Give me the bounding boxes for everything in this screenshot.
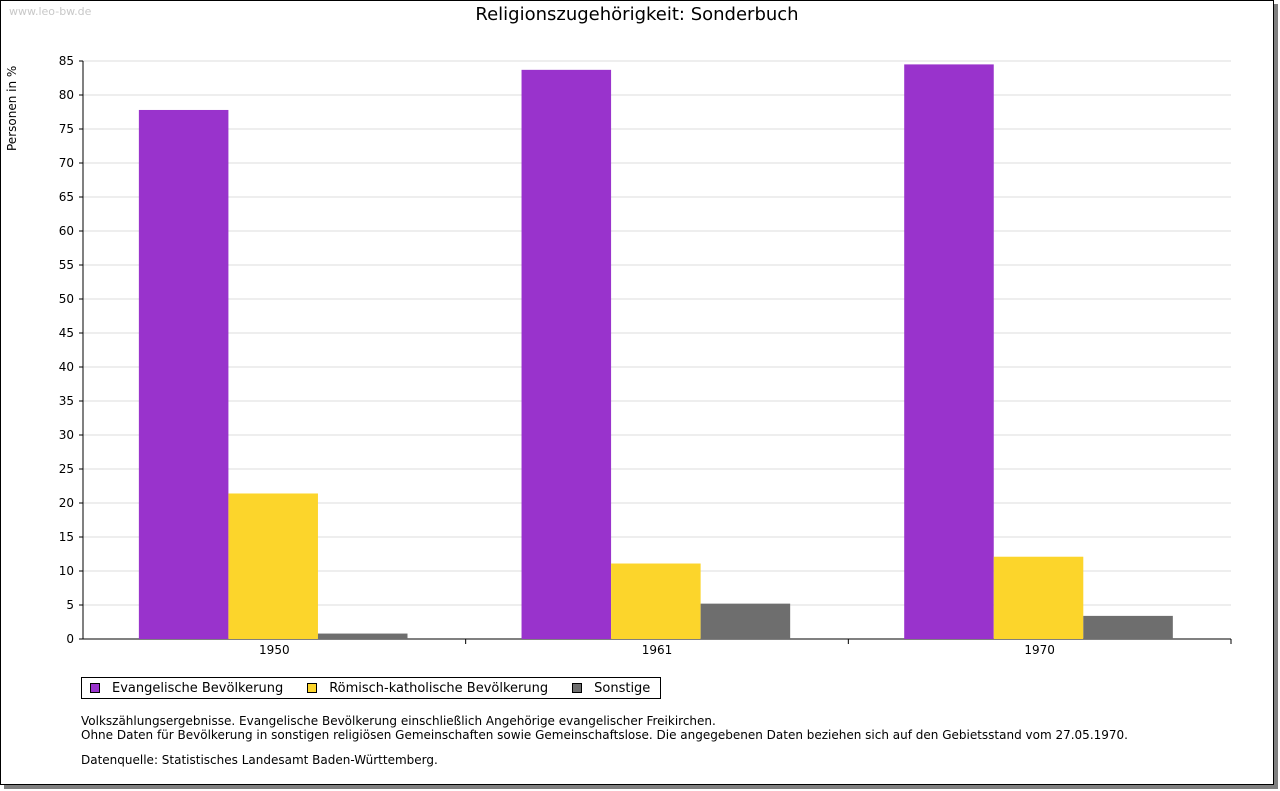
bar-1961-series-0 xyxy=(521,69,612,640)
watermark: www.leo-bw.de xyxy=(9,5,92,18)
y-tick-label: 85 xyxy=(59,54,74,68)
x-tick-label: 1950 xyxy=(259,643,290,657)
legend-label: Sonstige xyxy=(594,680,651,696)
bar-1961-series-2 xyxy=(700,603,791,639)
y-tick-label: 50 xyxy=(59,292,74,306)
y-tick-label: 10 xyxy=(59,564,74,578)
y-tick-label: 0 xyxy=(66,632,74,646)
legend-swatch xyxy=(572,683,583,693)
y-tick-label: 35 xyxy=(59,394,74,408)
chart-title: Religionszugehörigkeit: Sonderbuch xyxy=(475,4,799,25)
legend-item: Römisch-katholische Bevölkerung xyxy=(307,681,548,696)
x-tick-label: 1961 xyxy=(642,643,673,657)
y-tick-label: 75 xyxy=(59,122,74,136)
y-tick-label: 5 xyxy=(66,598,74,612)
bar-1970-series-1 xyxy=(993,556,1084,639)
legend-item: Evangelische Bevölkerung xyxy=(90,681,283,696)
bar-1950-series-1 xyxy=(228,493,318,639)
legend-label: Evangelische Bevölkerung xyxy=(112,680,284,696)
bar-1970-series-2 xyxy=(1083,615,1173,639)
y-tick-label: 25 xyxy=(59,462,74,476)
note-line-2: Ohne Daten für Bevölkerung in sonstigen … xyxy=(81,728,1128,742)
y-tick-label: 20 xyxy=(59,496,74,510)
data-source: Datenquelle: Statistisches Landesamt Bad… xyxy=(81,753,438,767)
y-tick-label: 65 xyxy=(59,190,74,204)
chart-notes: Volkszählungsergebnisse. Evangelische Be… xyxy=(81,714,1128,742)
legend: Evangelische Bevölkerung Römisch-katholis… xyxy=(81,677,662,699)
y-tick-label: 55 xyxy=(59,258,74,272)
x-tick-label: 1970 xyxy=(1024,643,1055,657)
y-tick-label: 40 xyxy=(59,360,74,374)
y-tick-label: 80 xyxy=(59,88,74,102)
bar-1950-series-0 xyxy=(138,109,229,639)
bar-1961-series-1 xyxy=(611,563,701,639)
bar-1950-series-2 xyxy=(317,633,408,639)
legend-swatch xyxy=(90,683,100,693)
legend-label: Römisch-katholische Bevölkerung xyxy=(329,680,549,696)
y-tick-label: 15 xyxy=(59,530,74,544)
note-line-1: Volkszählungsergebnisse. Evangelische Be… xyxy=(81,714,716,728)
bar-chart: 0 5 10 15 20 25 30 35 40 45 50 55 60 65 70 75 80 85 1950 19… xyxy=(59,54,1232,657)
y-tick-label: 30 xyxy=(59,428,74,442)
legend-swatch xyxy=(307,683,318,693)
y-tick-label: 60 xyxy=(59,224,74,238)
y-tick-label: 45 xyxy=(59,326,74,340)
legend-item: Sonstige xyxy=(572,681,650,696)
bar-1970-series-0 xyxy=(904,64,994,639)
y-tick-label: 70 xyxy=(59,156,74,170)
